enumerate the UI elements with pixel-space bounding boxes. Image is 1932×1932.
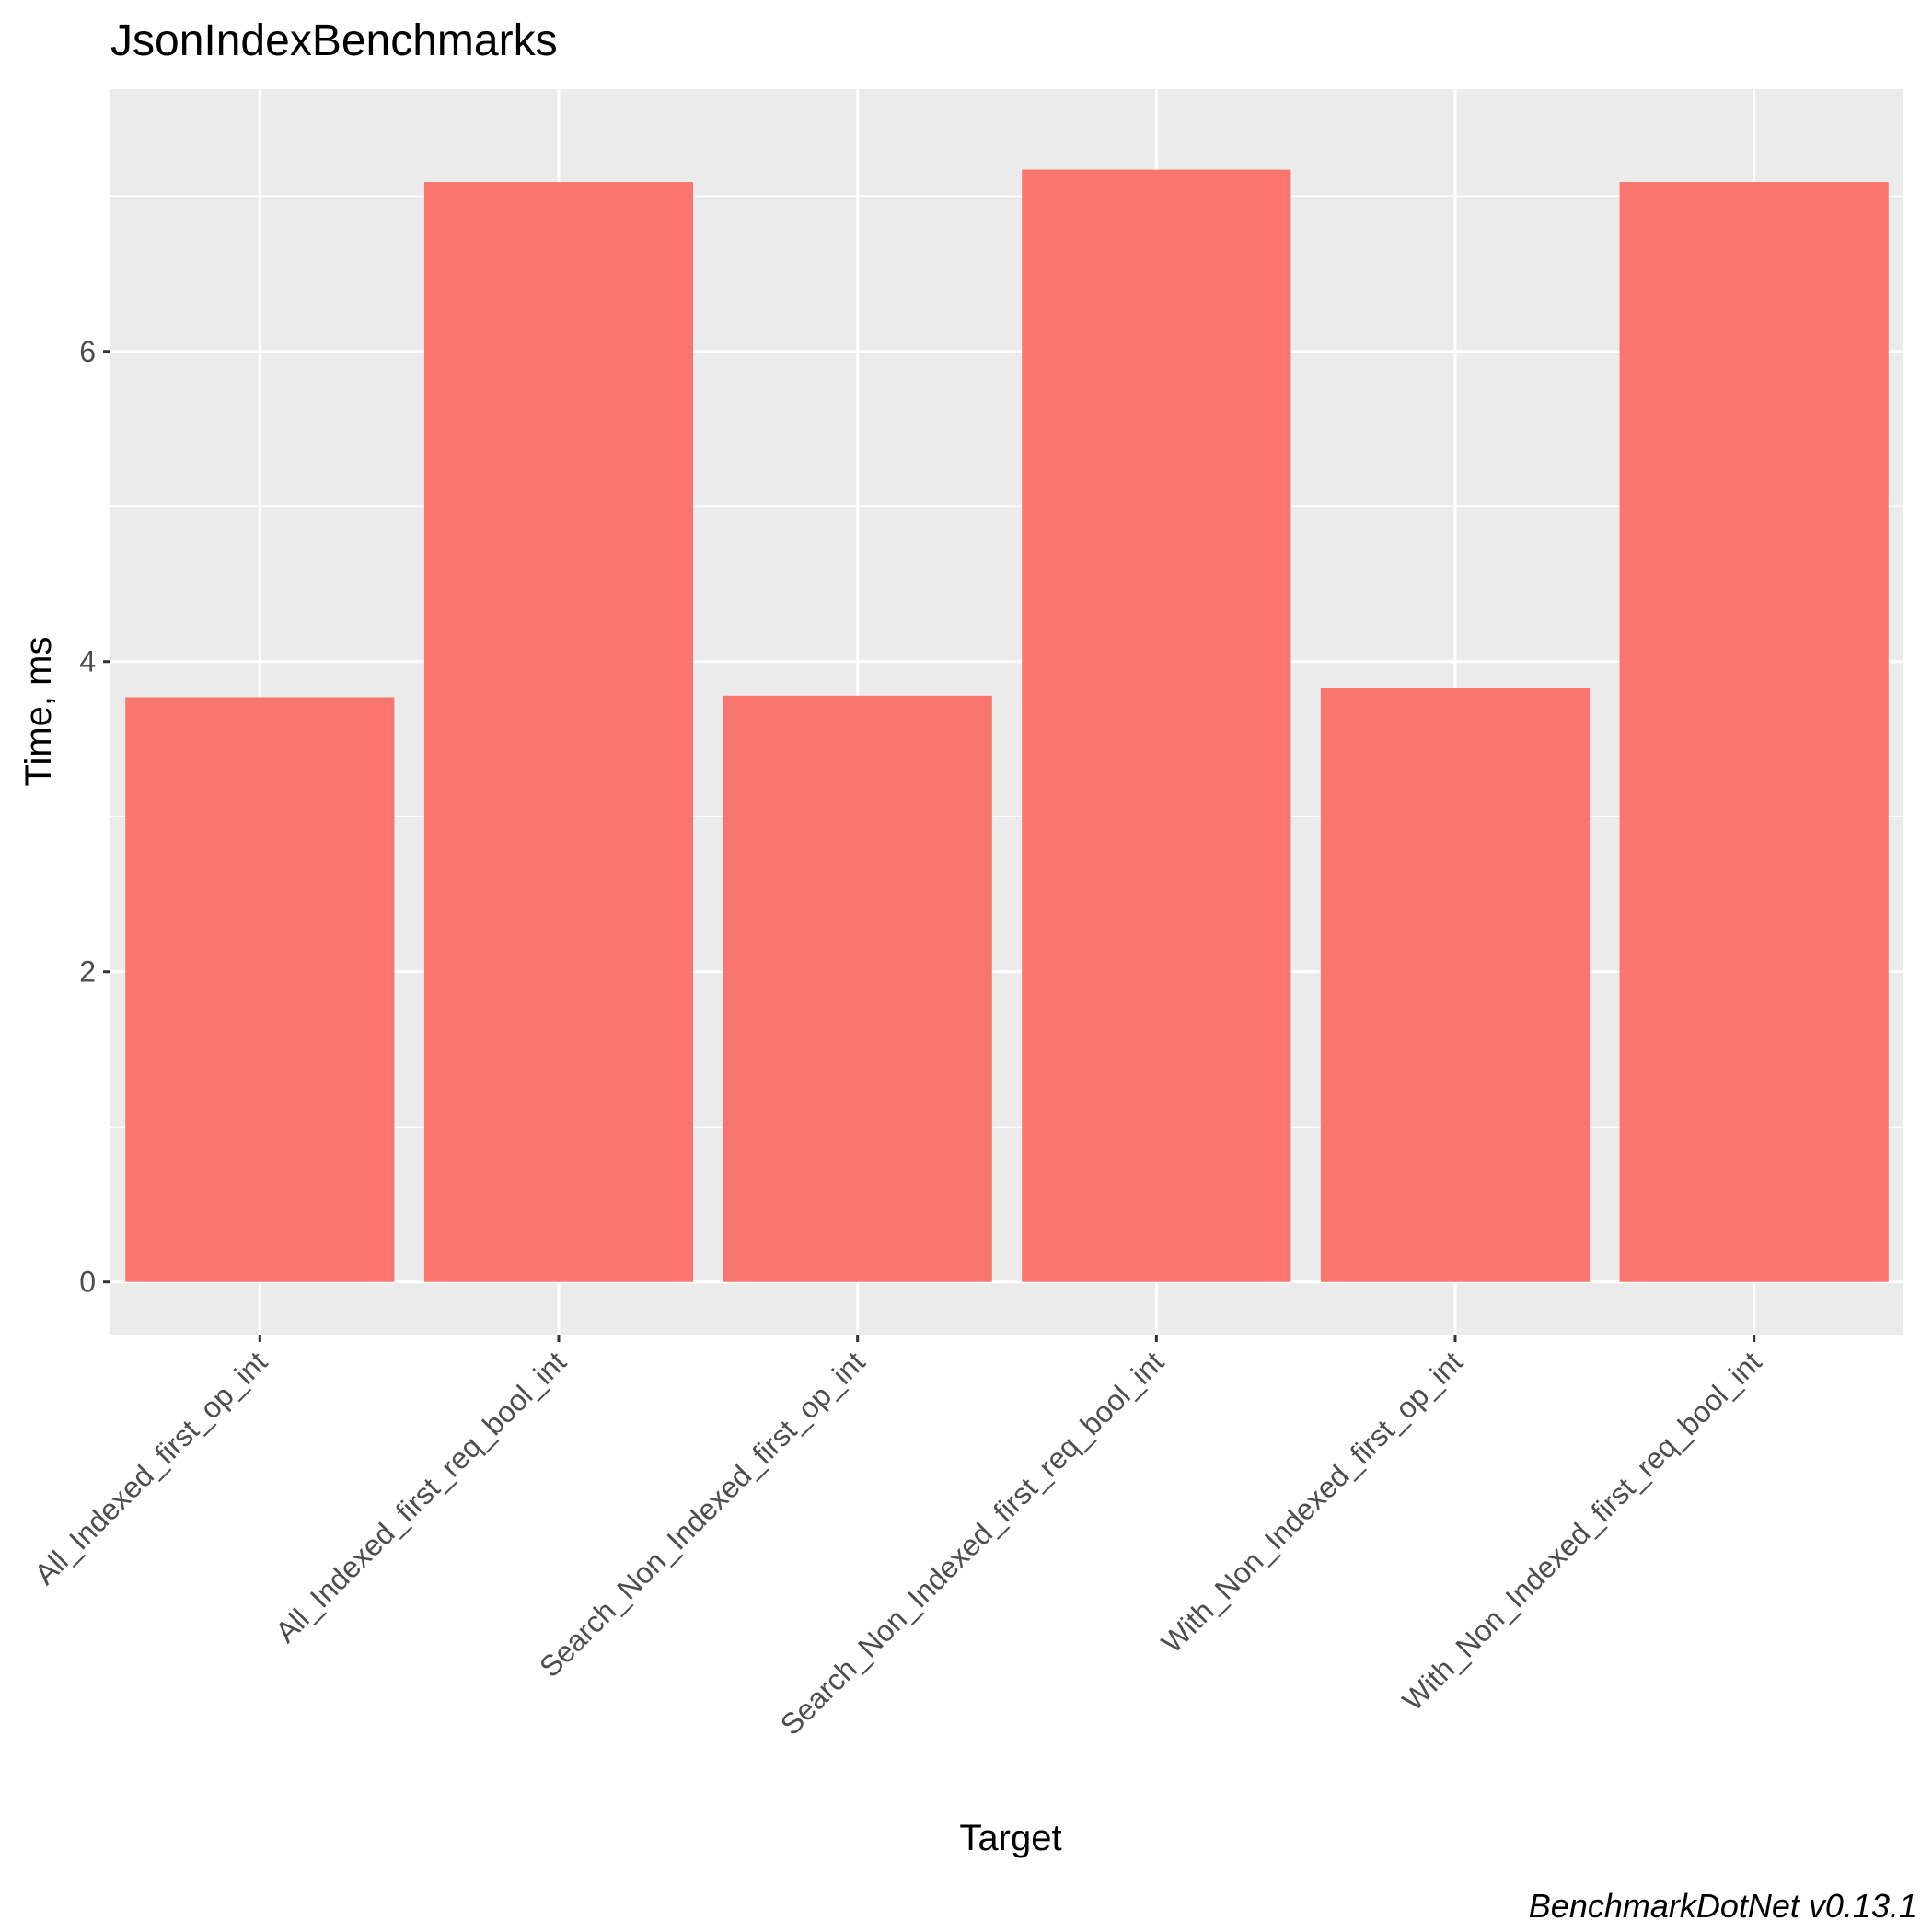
x-tick-label: All_Indexed_first_req_bool_int <box>269 1345 573 1649</box>
y-axis: 0 2 4 6 <box>79 335 110 1299</box>
bar <box>723 695 992 1282</box>
y-tick-label: 6 <box>79 335 96 368</box>
bar <box>125 697 395 1282</box>
y-tick-label: 0 <box>79 1266 96 1299</box>
x-tick-label: With_Non_Indexed_first_req_bool_int <box>1396 1345 1768 1717</box>
x-axis: All_Indexed_first_op_intAll_Indexed_firs… <box>28 1335 1768 1741</box>
bar <box>423 182 694 1282</box>
bar <box>1320 688 1591 1282</box>
y-tick-label: 4 <box>79 645 96 678</box>
caption: BenchmarkDotNet v0.13.1 <box>1529 1887 1917 1925</box>
bar <box>1022 169 1291 1282</box>
x-tick-label: Search_Non_Indexed_first_op_int <box>533 1345 872 1683</box>
y-tick-label: 2 <box>79 955 96 989</box>
x-axis-title: Target <box>959 1818 1061 1858</box>
minor-gridlines <box>110 195 1903 1128</box>
y-axis-title: Time, ms <box>18 637 59 787</box>
x-tick-label: All_Indexed_first_op_int <box>28 1345 273 1591</box>
bar <box>1619 182 1889 1282</box>
x-tick-label: With_Non_Indexed_first_op_int <box>1155 1345 1469 1659</box>
bars <box>125 169 1889 1282</box>
chart-title: JsonIndexBenchmarks <box>110 17 558 65</box>
